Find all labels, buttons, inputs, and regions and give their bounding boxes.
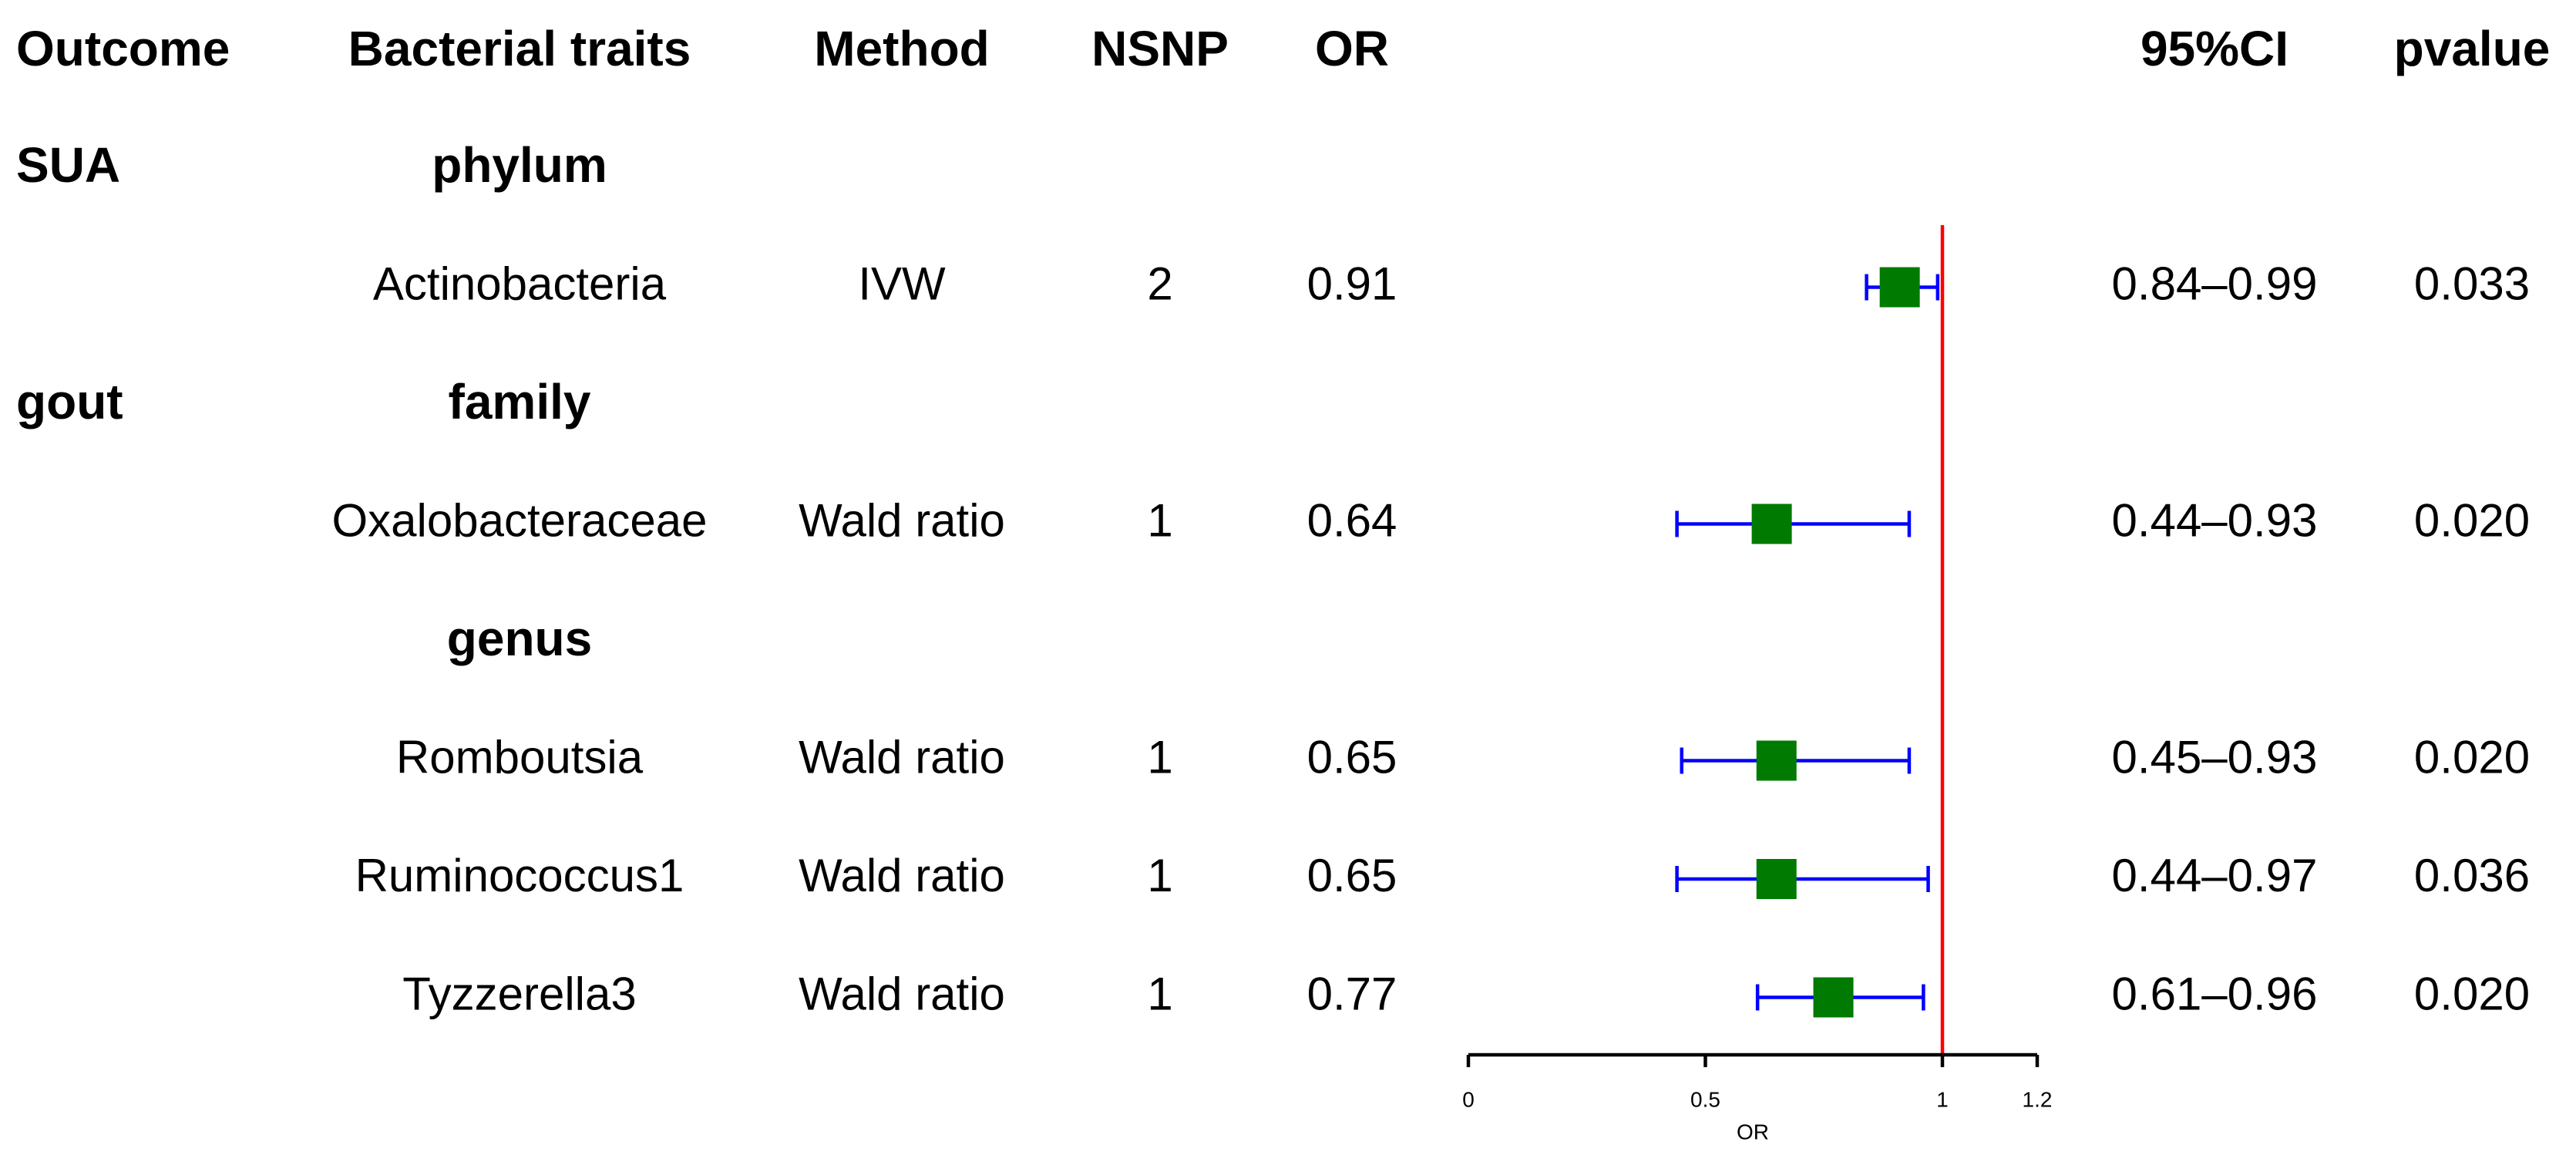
trait-cell: Tyzzerella3 xyxy=(402,968,636,1019)
x-tick-label: 1.2 xyxy=(2023,1087,2053,1111)
column-header: NSNP xyxy=(1091,21,1229,76)
nsnp-cell: 1 xyxy=(1147,731,1172,783)
or-cell: 0.65 xyxy=(1307,731,1397,783)
nsnp-cell: 2 xyxy=(1147,258,1172,309)
method-cell: Wald ratio xyxy=(799,968,1005,1019)
ci-cell: 0.45–0.93 xyxy=(2112,731,2318,783)
group-label: genus xyxy=(447,611,592,666)
or-cell: 0.77 xyxy=(1307,968,1397,1019)
x-tick-label: 0 xyxy=(1462,1087,1475,1111)
x-tick-label: 0.5 xyxy=(1690,1087,1720,1111)
x-axis-label: OR xyxy=(1737,1120,1769,1143)
ci-cell: 0.44–0.97 xyxy=(2112,850,2318,901)
or-point xyxy=(1756,740,1797,781)
pvalue-cell: 0.020 xyxy=(2414,731,2530,783)
group-label: phylum xyxy=(432,137,607,193)
method-cell: Wald ratio xyxy=(799,731,1005,783)
or-point xyxy=(1813,977,1854,1018)
column-header: 95%CI xyxy=(2141,21,2288,76)
column-header: pvalue xyxy=(2394,21,2551,76)
column-header: Outcome xyxy=(16,21,230,76)
pvalue-cell: 0.036 xyxy=(2414,850,2530,901)
method-cell: Wald ratio xyxy=(799,494,1005,546)
trait-cell: Romboutsia xyxy=(396,731,644,783)
ci-cell: 0.61–0.96 xyxy=(2112,968,2318,1019)
method-cell: Wald ratio xyxy=(799,850,1005,901)
group-label: family xyxy=(449,374,591,429)
or-point xyxy=(1756,859,1797,899)
x-tick-label: 1 xyxy=(1936,1087,1949,1111)
trait-cell: Actinobacteria xyxy=(373,258,667,309)
outcome-label: gout xyxy=(16,374,123,429)
pvalue-cell: 0.020 xyxy=(2414,968,2530,1019)
pvalue-cell: 0.020 xyxy=(2414,494,2530,546)
or-cell: 0.65 xyxy=(1307,850,1397,901)
or-point xyxy=(1751,504,1792,544)
column-header: OR xyxy=(1315,21,1389,76)
trait-cell: Ruminococcus1 xyxy=(355,850,684,901)
or-cell: 0.91 xyxy=(1307,258,1397,309)
trait-cell: Oxalobacteraceae xyxy=(332,494,708,546)
pvalue-cell: 0.033 xyxy=(2414,258,2530,309)
nsnp-cell: 1 xyxy=(1147,968,1172,1019)
outcome-label: SUA xyxy=(16,137,120,193)
ci-cell: 0.84–0.99 xyxy=(2112,258,2318,309)
or-point xyxy=(1879,267,1920,308)
column-header: Bacterial traits xyxy=(348,21,691,76)
or-cell: 0.64 xyxy=(1307,494,1397,546)
method-cell: IVW xyxy=(858,258,946,309)
nsnp-cell: 1 xyxy=(1147,494,1172,546)
nsnp-cell: 1 xyxy=(1147,850,1172,901)
column-header: Method xyxy=(814,21,990,76)
ci-cell: 0.44–0.93 xyxy=(2112,494,2318,546)
